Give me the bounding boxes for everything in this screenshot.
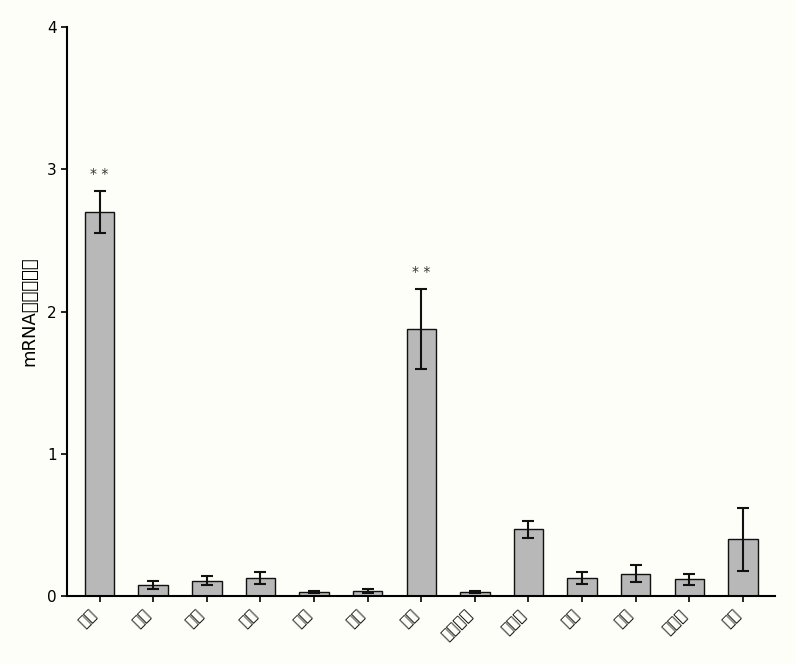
- Text: * *: * *: [412, 265, 431, 279]
- Bar: [675, 579, 704, 596]
- Bar: [513, 529, 543, 596]
- Bar: [353, 591, 382, 596]
- Bar: [139, 585, 168, 596]
- Bar: [728, 539, 758, 596]
- Bar: [299, 592, 329, 596]
- Bar: [621, 574, 650, 596]
- Bar: [460, 592, 490, 596]
- Y-axis label: mRNA相对表达量: mRNA相对表达量: [21, 257, 39, 367]
- Bar: [84, 212, 115, 596]
- Bar: [246, 578, 275, 596]
- Bar: [568, 578, 597, 596]
- Text: * *: * *: [90, 167, 109, 181]
- Bar: [407, 329, 436, 596]
- Bar: [192, 581, 221, 596]
